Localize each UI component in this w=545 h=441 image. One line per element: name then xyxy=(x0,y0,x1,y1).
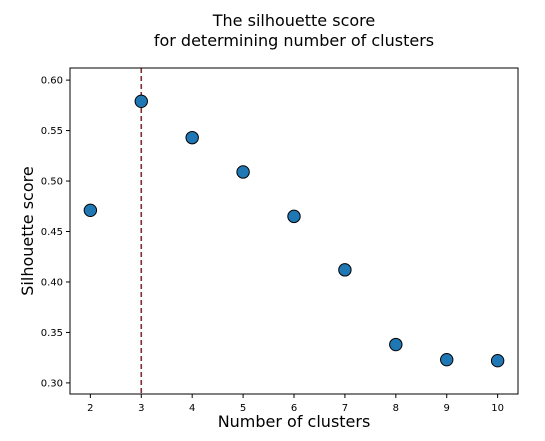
chart-title-line-2: for determining number of clusters xyxy=(153,31,435,50)
y-axis-label: Silhouette score xyxy=(18,166,37,295)
x-tick-label: 9 xyxy=(444,403,450,414)
data-point xyxy=(389,337,403,352)
x-tick-label: 10 xyxy=(491,403,504,414)
data-point xyxy=(490,353,505,368)
x-tick-label: 6 xyxy=(291,403,297,414)
chart-title-line-1: The silhouette score xyxy=(212,11,376,30)
y-tick-label: 0.45 xyxy=(41,227,63,238)
data-point xyxy=(134,94,148,109)
x-tick-label: 8 xyxy=(393,403,399,414)
x-axis-ticks: 2 3 4 5 6 7 8 9 10 xyxy=(87,394,504,414)
x-tick-label: 4 xyxy=(189,403,195,414)
y-tick-label: 0.60 xyxy=(41,76,63,87)
x-tick-label: 2 xyxy=(87,403,93,414)
data-point xyxy=(236,165,250,179)
points-layer xyxy=(83,94,505,368)
y-tick-label: 0.30 xyxy=(41,378,63,389)
data-point xyxy=(287,209,301,224)
data-point xyxy=(440,352,454,367)
x-tick-label: 5 xyxy=(240,403,246,414)
y-tick-label: 0.40 xyxy=(41,277,63,288)
data-point xyxy=(83,203,98,218)
y-tick-label: 0.35 xyxy=(41,328,63,339)
y-tick-label: 0.55 xyxy=(41,126,63,137)
y-tick-label: 0.50 xyxy=(41,177,63,188)
x-tick-label: 3 xyxy=(138,403,144,414)
x-tick-label: 7 xyxy=(342,403,348,414)
plot-area-frame xyxy=(69,67,519,395)
data-point xyxy=(338,263,352,277)
data-point xyxy=(185,130,199,145)
x-axis-label: Number of clusters xyxy=(218,412,371,431)
y-axis-ticks: 0.30 0.35 0.40 0.45 0.50 0.55 0.60 xyxy=(41,76,70,389)
